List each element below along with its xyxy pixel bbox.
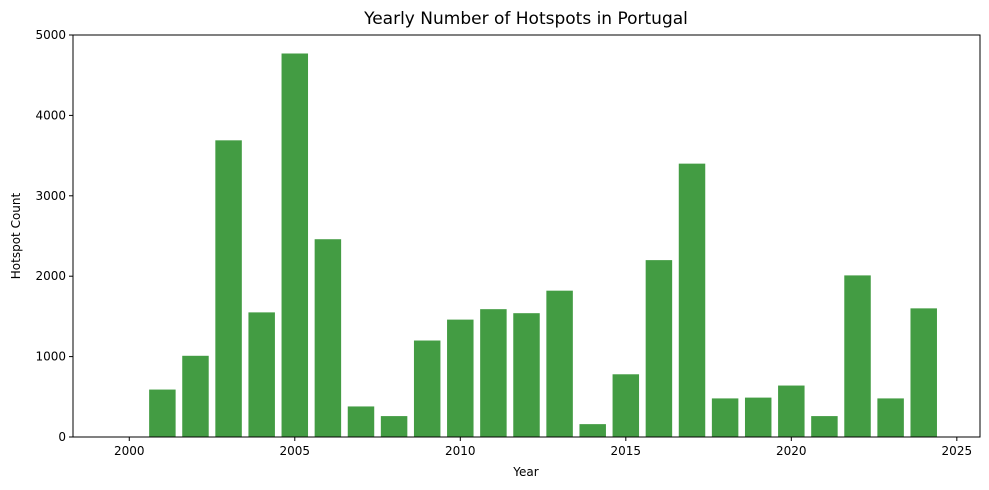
plot-frame	[72, 34, 981, 438]
bar-2020	[778, 385, 805, 437]
y-tick-label: 4000	[35, 108, 66, 122]
y-tick-label: 5000	[35, 28, 66, 42]
y-tick-label: 0	[58, 430, 66, 444]
x-axis-ticks: 2000 2005 2010 2015 2020 2025	[114, 437, 972, 458]
bar-2005	[281, 53, 309, 437]
y-tick-label: 2000	[35, 269, 66, 283]
x-tick-label: 2000	[114, 444, 145, 458]
bar-2011	[480, 309, 507, 437]
bar-2017	[678, 163, 706, 437]
bar-2018	[711, 398, 739, 437]
y-axis-label: Hotspot Count	[9, 192, 23, 279]
bar-2019	[744, 397, 772, 437]
bar-2014	[579, 424, 606, 437]
x-tick-label: 2020	[776, 444, 807, 458]
bar-2015	[612, 374, 640, 437]
bar-2004	[248, 312, 275, 437]
y-axis-ticks: 0 1000 2000 3000 4000 5000	[35, 28, 73, 444]
x-tick-label: 2010	[445, 444, 476, 458]
bar-2007	[347, 406, 375, 437]
x-tick-label: 2015	[611, 444, 642, 458]
y-tick-label: 1000	[35, 350, 66, 364]
bar-2021	[811, 416, 838, 437]
x-tick-label: 2005	[280, 444, 311, 458]
bar-2002	[182, 355, 209, 437]
bar-2012	[513, 313, 540, 437]
bar-2013	[546, 290, 573, 437]
bar-2016	[645, 260, 673, 437]
bars-group	[149, 53, 937, 437]
x-axis-label: Year	[512, 465, 538, 479]
x-tick-label: 2025	[942, 444, 973, 458]
bar-2023	[877, 398, 904, 437]
chart-title: Yearly Number of Hotspots in Portugal	[363, 9, 688, 29]
bar-2008	[380, 416, 408, 437]
bar-2003	[215, 140, 242, 437]
bar-2024	[910, 308, 937, 437]
bar-2022	[844, 275, 871, 437]
bar-2009	[413, 340, 441, 437]
bar-2010	[447, 319, 474, 437]
bar-2001	[149, 389, 176, 437]
y-tick-label: 3000	[35, 189, 66, 203]
bar-2006	[314, 239, 342, 437]
